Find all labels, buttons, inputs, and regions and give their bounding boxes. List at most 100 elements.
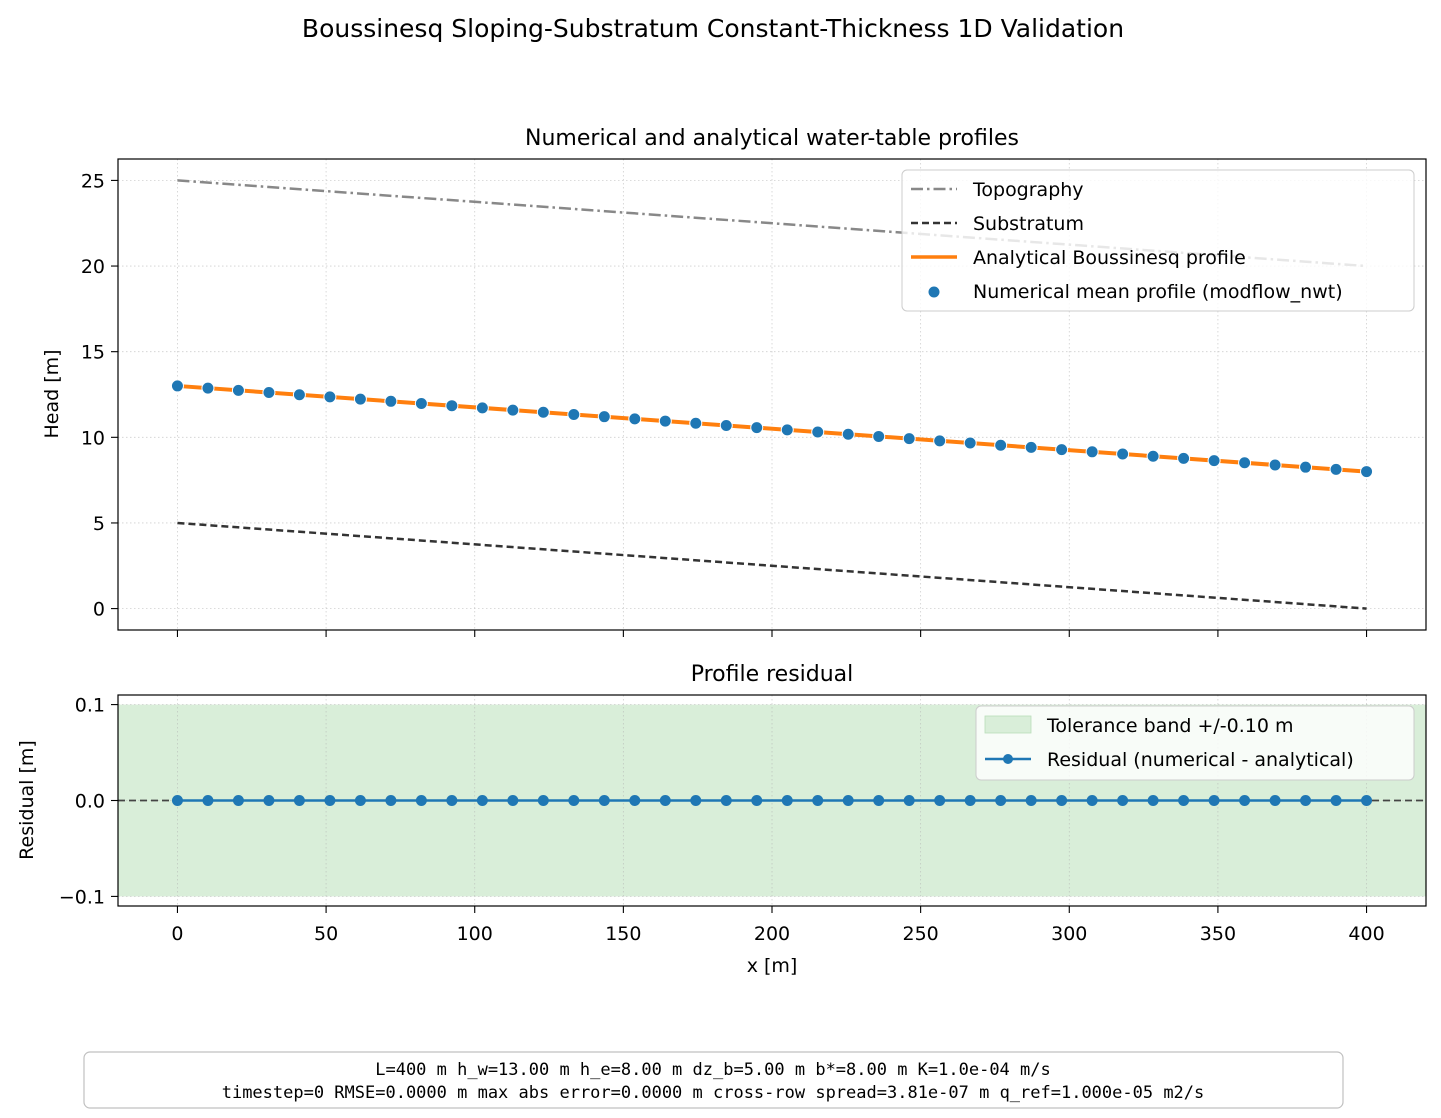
- residual-point: [1269, 795, 1281, 806]
- numerical-head-point: [323, 390, 337, 404]
- numerical-head-point: [689, 416, 703, 430]
- numerical-head-point: [414, 397, 428, 411]
- x-tick-label: 250: [903, 923, 939, 945]
- residual-point: [903, 795, 915, 806]
- numerical-head-point: [1299, 460, 1313, 474]
- legend-analytical: Analytical Boussinesq profile: [973, 247, 1246, 269]
- figure-suptitle: Boussinesq Sloping-Substratum Constant-T…: [302, 14, 1124, 43]
- numerical-head-point: [1146, 449, 1160, 463]
- numerical-head-point: [963, 436, 977, 450]
- numerical-head-point: [1177, 451, 1191, 465]
- residual-point: [690, 795, 702, 806]
- y-tick-label: 5: [93, 513, 105, 535]
- residual-point: [934, 795, 946, 806]
- numerical-head-point: [231, 383, 245, 397]
- numerical-head-point: [597, 410, 611, 424]
- x-tick-label: 50: [314, 923, 338, 945]
- numerical-head-point: [1055, 443, 1069, 457]
- numerical-head-point: [1268, 458, 1282, 472]
- numerical-head-point: [353, 392, 367, 406]
- residual-panel: Profile residual 0 50 100 150 200 250 300 350 40…: [16, 662, 1427, 977]
- residual-point: [964, 795, 976, 806]
- y-tick-label: 25: [81, 170, 105, 192]
- numerical-head-point: [719, 418, 733, 432]
- numerical-head-point: [262, 386, 276, 400]
- panel2-ylabel: Residual [m]: [16, 740, 38, 860]
- numerical-head-point: [384, 394, 398, 408]
- residual-point: [1117, 795, 1129, 806]
- residual-point: [720, 795, 732, 806]
- residual-point: [263, 795, 275, 806]
- y-tick-label: 20: [81, 256, 105, 278]
- residual-point: [1086, 795, 1098, 806]
- numerical-head-point: [750, 421, 764, 435]
- residual-point: [568, 795, 580, 806]
- head-profile-panel: Numerical and analytical water-table pro…: [41, 126, 1427, 637]
- numerical-head-point: [872, 429, 886, 443]
- residual-point: [293, 795, 305, 806]
- numerical-head-point: [506, 403, 520, 417]
- legend-topography: Topography: [972, 179, 1084, 201]
- y-tick-label: 0.1: [75, 695, 105, 717]
- numerical-head-point: [170, 379, 184, 393]
- residual-point: [659, 795, 671, 806]
- numerical-head-point: [841, 427, 855, 441]
- panel1-legend: Topography Substratum Analytical Boussin…: [901, 169, 1415, 312]
- residual-point: [1330, 795, 1342, 806]
- y-tick-label: −0.1: [59, 886, 105, 908]
- legend-tolerance-band: Tolerance band +/-0.10 m: [1046, 715, 1294, 737]
- residual-point: [1361, 795, 1373, 806]
- y-tick-label: 15: [81, 342, 105, 364]
- residual-point: [1239, 795, 1251, 806]
- numerical-head-point: [201, 381, 215, 395]
- panel1-title: Numerical and analytical water-table pro…: [525, 126, 1019, 151]
- numerical-head-point: [292, 388, 306, 402]
- info-line-2: timestep=0 RMSE=0.0000 m max abs error=0…: [222, 1083, 1205, 1103]
- y-tick-label: 0.0: [75, 791, 105, 813]
- numerical-head-point: [1238, 456, 1252, 470]
- analytical-boussinesq-profile-line: [177, 383, 1367, 474]
- residual-point: [598, 795, 610, 806]
- residual-point: [751, 795, 763, 806]
- residual-point: [1178, 795, 1190, 806]
- info-line-1: L=400 m h_w=13.00 m h_e=8.00 m dz_b=5.00…: [375, 1060, 1051, 1080]
- residual-point: [415, 795, 427, 806]
- residual-point: [629, 795, 641, 806]
- numerical-head-point: [628, 412, 642, 426]
- residual-point: [1025, 795, 1037, 806]
- x-tick-label: 350: [1200, 923, 1236, 945]
- numerical-head-point: [567, 407, 581, 421]
- numerical-head-point: [811, 425, 825, 439]
- panel1-ylabel: Head [m]: [41, 349, 63, 438]
- panel2-title: Profile residual: [691, 662, 854, 687]
- numerical-head-point: [780, 423, 794, 437]
- y-tick-label: 10: [81, 427, 105, 449]
- residual-point: [324, 795, 336, 806]
- residual-point: [1208, 795, 1220, 806]
- residual-point: [507, 795, 519, 806]
- numerical-head-point: [475, 401, 489, 415]
- numerical-head-point: [658, 414, 672, 428]
- numerical-head-point: [536, 405, 550, 419]
- residual-point: [1147, 795, 1159, 806]
- x-tick-label: 0: [171, 923, 183, 945]
- numerical-head-point: [1085, 445, 1099, 459]
- residual-point: [537, 795, 549, 806]
- residual-point: [171, 795, 183, 806]
- residual-point: [476, 795, 488, 806]
- residual-point: [995, 795, 1007, 806]
- numerical-head-point: [445, 399, 459, 413]
- numerical-head-point: [1360, 465, 1374, 479]
- panel2-legend: Tolerance band +/-0.10 m Residual (numer…: [975, 705, 1415, 781]
- residual-point: [354, 795, 366, 806]
- residual-point: [842, 795, 854, 806]
- substratum-line: [177, 521, 1367, 610]
- legend-residual: Residual (numerical - analytical): [1047, 749, 1354, 771]
- numerical-head-point: [994, 438, 1008, 452]
- panel2-xlabel: x [m]: [747, 955, 798, 977]
- numerical-head-point: [1207, 454, 1221, 468]
- residual-point: [1300, 795, 1312, 806]
- x-tick-label: 100: [457, 923, 493, 945]
- residual-point: [812, 795, 824, 806]
